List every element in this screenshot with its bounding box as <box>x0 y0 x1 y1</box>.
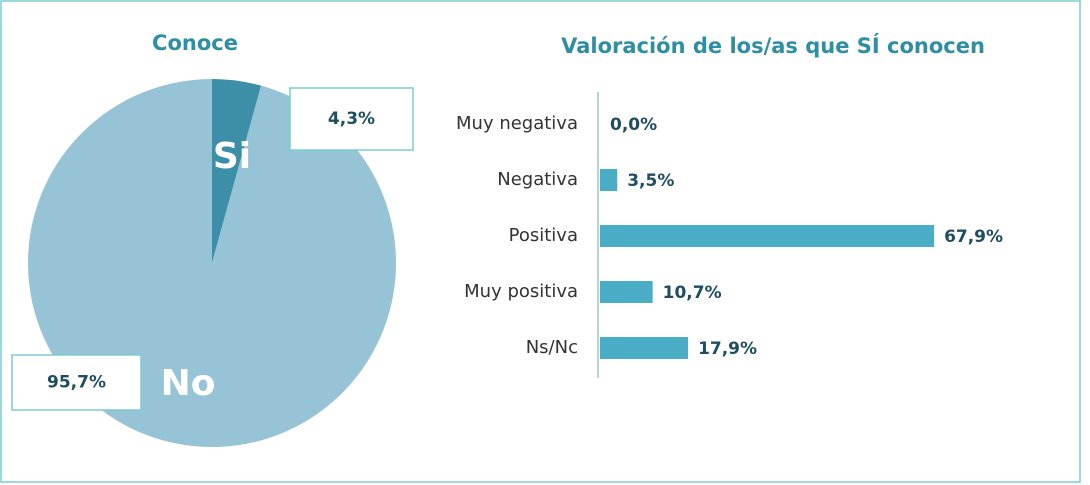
data-label: 4,3% <box>328 109 375 129</box>
data-label: 95,7% <box>47 373 106 393</box>
pie-slice <box>212 79 262 263</box>
label-box <box>11 354 142 411</box>
y-tick-label: Negativa <box>497 169 578 190</box>
slice-label: Si <box>213 136 251 177</box>
bar <box>600 169 618 191</box>
bar-title: Valoración de los/as que SÍ conocen <box>561 33 985 58</box>
bar <box>600 281 653 303</box>
data-label: 17,9% <box>698 339 757 359</box>
data-label: 67,9% <box>944 227 1003 247</box>
label-box <box>289 87 414 151</box>
y-tick-label: Muy negativa <box>456 113 578 134</box>
data-label: 10,7% <box>663 283 722 303</box>
data-label: 0,0% <box>610 115 657 135</box>
bar <box>600 225 935 247</box>
slice-label: No <box>161 363 216 404</box>
y-tick-label: Muy positiva <box>464 281 578 302</box>
y-tick-label: Ns/Nc <box>526 337 578 358</box>
data-label: 3,5% <box>627 171 674 191</box>
bar <box>600 337 689 359</box>
pie-title: Conoce <box>152 31 238 55</box>
y-tick-label: Positiva <box>509 225 578 246</box>
